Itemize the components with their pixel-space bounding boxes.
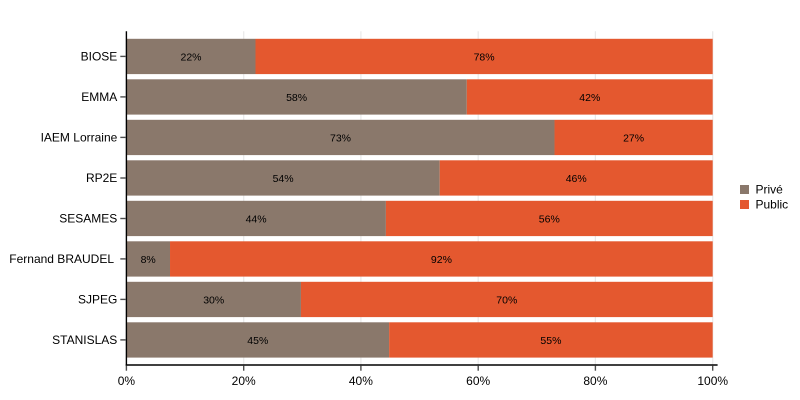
svg-text:30%: 30% bbox=[203, 294, 224, 306]
svg-text:Privé: Privé bbox=[756, 182, 784, 196]
svg-text:60%: 60% bbox=[466, 374, 490, 388]
svg-text:70%: 70% bbox=[496, 294, 517, 306]
svg-text:0%: 0% bbox=[118, 374, 136, 388]
svg-text:RP2E: RP2E bbox=[86, 171, 117, 185]
svg-text:BIOSE: BIOSE bbox=[81, 49, 118, 63]
svg-text:40%: 40% bbox=[349, 374, 373, 388]
svg-text:Public: Public bbox=[756, 197, 789, 211]
svg-text:EMMA: EMMA bbox=[81, 90, 117, 104]
svg-text:SJPEG: SJPEG bbox=[78, 292, 117, 306]
svg-text:92%: 92% bbox=[431, 254, 452, 266]
svg-text:78%: 78% bbox=[474, 51, 495, 63]
svg-text:STANISLAS: STANISLAS bbox=[52, 333, 117, 347]
svg-text:73%: 73% bbox=[330, 132, 351, 144]
svg-text:54%: 54% bbox=[273, 173, 294, 185]
svg-text:55%: 55% bbox=[540, 335, 561, 347]
svg-text:20%: 20% bbox=[232, 374, 256, 388]
svg-text:Fernand BRAUDEL: Fernand BRAUDEL bbox=[9, 252, 114, 266]
svg-text:22%: 22% bbox=[180, 51, 201, 63]
svg-text:IAEM Lorraine: IAEM Lorraine bbox=[41, 130, 118, 144]
svg-text:80%: 80% bbox=[583, 374, 607, 388]
svg-text:27%: 27% bbox=[623, 132, 644, 144]
svg-text:46%: 46% bbox=[566, 173, 587, 185]
svg-text:SESAMES: SESAMES bbox=[59, 212, 117, 226]
svg-text:100%: 100% bbox=[697, 374, 728, 388]
svg-text:42%: 42% bbox=[579, 92, 600, 104]
svg-text:44%: 44% bbox=[246, 214, 267, 226]
svg-text:56%: 56% bbox=[539, 214, 560, 226]
svg-text:58%: 58% bbox=[286, 92, 307, 104]
svg-text:45%: 45% bbox=[247, 335, 268, 347]
svg-text:8%: 8% bbox=[141, 254, 156, 266]
